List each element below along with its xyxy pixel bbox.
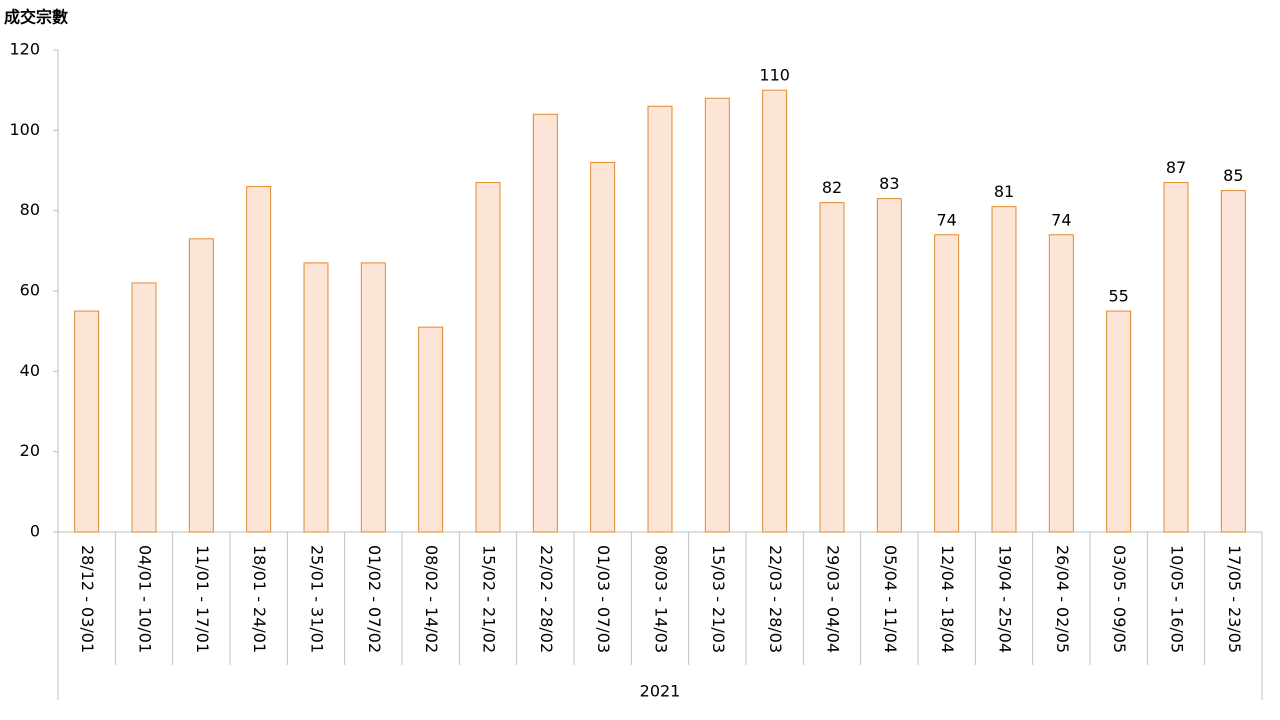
- x-tick-label: 17/05 - 23/05: [1225, 545, 1244, 653]
- bar: [1048, 234, 1074, 533]
- bar: [819, 202, 845, 533]
- bar: [991, 206, 1017, 533]
- bar: [590, 161, 616, 533]
- value-label: 81: [994, 182, 1014, 201]
- x-tick-label: 08/03 - 14/03: [652, 545, 671, 653]
- y-tick-label: 0: [30, 522, 40, 541]
- x-tick-label: 10/05 - 16/05: [1168, 545, 1187, 653]
- bar: [532, 113, 558, 533]
- y-tick-label: 120: [9, 40, 40, 59]
- bar: [704, 97, 730, 533]
- bar: [246, 186, 272, 533]
- x-tick-label: 28/12 - 03/01: [78, 545, 97, 653]
- bar: [762, 89, 788, 533]
- x-tick-label: 03/05 - 09/05: [1110, 545, 1129, 653]
- x-tick-label: 12/04 - 18/04: [938, 545, 957, 653]
- bar: [647, 105, 673, 533]
- bar: [131, 282, 157, 533]
- y-tick-label: 40: [20, 361, 40, 380]
- y-tick-label: 80: [20, 200, 40, 219]
- bar: [475, 182, 501, 533]
- value-label: 82: [822, 178, 842, 197]
- x-tick-label: 01/02 - 07/02: [365, 545, 384, 653]
- x-tick-label: 22/03 - 28/03: [766, 545, 785, 653]
- x-tick-label: 04/01 - 10/01: [136, 545, 155, 653]
- y-axis-title: 成交宗數: [4, 8, 68, 27]
- x-tick-label: 01/03 - 07/03: [594, 545, 613, 653]
- value-label: 110: [759, 66, 790, 85]
- bar: [876, 198, 902, 533]
- value-label: 74: [936, 210, 956, 229]
- y-tick-label: 60: [20, 281, 40, 300]
- bar: [303, 262, 329, 533]
- bar: [1163, 182, 1189, 533]
- bar: [188, 238, 214, 533]
- value-label: 83: [879, 174, 899, 193]
- value-label: 87: [1166, 158, 1186, 177]
- x-tick-label: 26/04 - 02/05: [1053, 545, 1072, 653]
- y-tick-label: 20: [20, 441, 40, 460]
- x-tick-label: 29/03 - 04/04: [824, 545, 843, 653]
- x-tick-label: 22/02 - 28/02: [537, 545, 556, 653]
- bar: [1220, 190, 1246, 533]
- y-tick-label: 100: [9, 120, 40, 139]
- x-tick-label: 05/04 - 11/04: [881, 545, 900, 653]
- x-tick-label: 25/01 - 31/01: [308, 545, 327, 653]
- bar: [1106, 310, 1132, 533]
- x-tick-label: 19/04 - 25/04: [996, 545, 1015, 653]
- category-group-label: 2021: [640, 682, 681, 701]
- x-tick-label: 08/02 - 14/02: [422, 545, 441, 653]
- bar: [74, 310, 100, 533]
- x-tick-label: 11/01 - 17/01: [193, 545, 212, 653]
- bar: [360, 262, 386, 533]
- bar: [418, 326, 444, 533]
- value-label: 55: [1108, 287, 1128, 306]
- x-tick-label: 18/01 - 24/01: [250, 545, 269, 653]
- x-tick-label: 15/03 - 21/03: [709, 545, 728, 653]
- value-label: 74: [1051, 210, 1071, 229]
- value-label: 85: [1223, 166, 1243, 185]
- bar: [934, 234, 960, 533]
- x-tick-label: 15/02 - 21/02: [480, 545, 499, 653]
